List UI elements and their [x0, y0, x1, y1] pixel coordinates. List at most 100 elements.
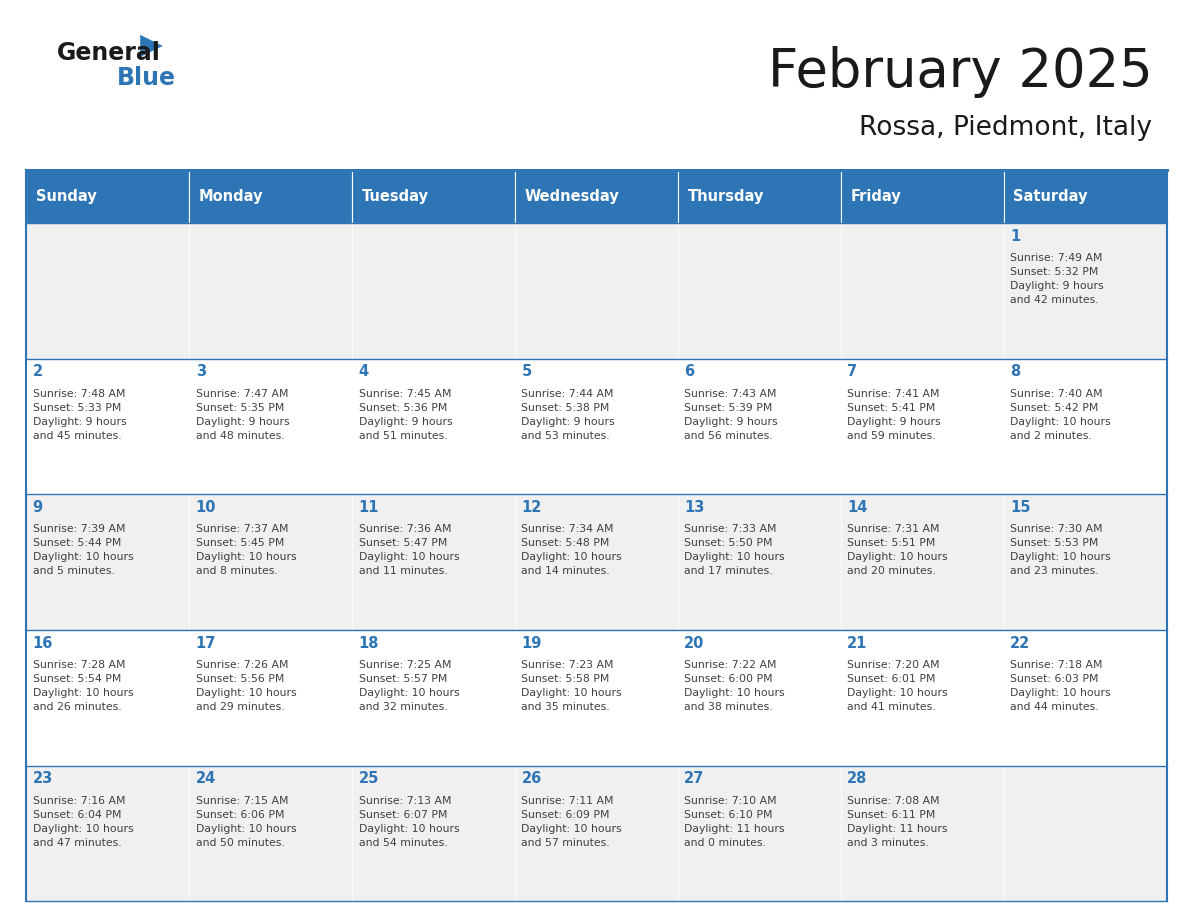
Text: 28: 28 [847, 771, 867, 786]
Text: Sunrise: 7:16 AM
Sunset: 6:04 PM
Daylight: 10 hours
and 47 minutes.: Sunrise: 7:16 AM Sunset: 6:04 PM Dayligh… [32, 796, 133, 847]
Text: Sunrise: 7:37 AM
Sunset: 5:45 PM
Daylight: 10 hours
and 8 minutes.: Sunrise: 7:37 AM Sunset: 5:45 PM Dayligh… [196, 524, 296, 577]
Text: Sunrise: 7:36 AM
Sunset: 5:47 PM
Daylight: 10 hours
and 11 minutes.: Sunrise: 7:36 AM Sunset: 5:47 PM Dayligh… [359, 524, 459, 577]
Text: Sunrise: 7:48 AM
Sunset: 5:33 PM
Daylight: 9 hours
and 45 minutes.: Sunrise: 7:48 AM Sunset: 5:33 PM Dayligh… [32, 388, 126, 441]
Bar [26, 223, 189, 359]
Bar [514, 223, 678, 359]
Text: Sunrise: 7:39 AM
Sunset: 5:44 PM
Daylight: 10 hours
and 5 minutes.: Sunrise: 7:39 AM Sunset: 5:44 PM Dayligh… [32, 524, 133, 577]
Bar [189, 359, 352, 495]
Text: 8: 8 [1010, 364, 1020, 379]
Text: Sunrise: 7:26 AM
Sunset: 5:56 PM
Daylight: 10 hours
and 29 minutes.: Sunrise: 7:26 AM Sunset: 5:56 PM Dayligh… [196, 660, 296, 712]
Bar [678, 223, 841, 359]
Text: Sunrise: 7:22 AM
Sunset: 6:00 PM
Daylight: 10 hours
and 38 minutes.: Sunrise: 7:22 AM Sunset: 6:00 PM Dayligh… [684, 660, 785, 712]
Bar [678, 170, 841, 223]
Bar [841, 495, 1004, 630]
Text: 7: 7 [847, 364, 858, 379]
Text: 18: 18 [359, 635, 379, 651]
Bar [841, 766, 1004, 901]
Bar [189, 495, 352, 630]
Text: 12: 12 [522, 500, 542, 515]
Bar [352, 766, 514, 901]
Text: Sunrise: 7:34 AM
Sunset: 5:48 PM
Daylight: 10 hours
and 14 minutes.: Sunrise: 7:34 AM Sunset: 5:48 PM Dayligh… [522, 524, 623, 577]
Text: Sunrise: 7:47 AM
Sunset: 5:35 PM
Daylight: 9 hours
and 48 minutes.: Sunrise: 7:47 AM Sunset: 5:35 PM Dayligh… [196, 388, 289, 441]
Bar [352, 170, 514, 223]
Bar [514, 495, 678, 630]
Text: Sunrise: 7:25 AM
Sunset: 5:57 PM
Daylight: 10 hours
and 32 minutes.: Sunrise: 7:25 AM Sunset: 5:57 PM Dayligh… [359, 660, 459, 712]
Bar [678, 630, 841, 766]
Text: 9: 9 [32, 500, 43, 515]
Text: 27: 27 [684, 771, 704, 786]
Text: Sunrise: 7:10 AM
Sunset: 6:10 PM
Daylight: 11 hours
and 0 minutes.: Sunrise: 7:10 AM Sunset: 6:10 PM Dayligh… [684, 796, 785, 847]
Text: Sunrise: 7:18 AM
Sunset: 6:03 PM
Daylight: 10 hours
and 44 minutes.: Sunrise: 7:18 AM Sunset: 6:03 PM Dayligh… [1010, 660, 1111, 712]
Bar [841, 630, 1004, 766]
Text: Sunrise: 7:20 AM
Sunset: 6:01 PM
Daylight: 10 hours
and 41 minutes.: Sunrise: 7:20 AM Sunset: 6:01 PM Dayligh… [847, 660, 948, 712]
Bar [841, 223, 1004, 359]
Bar [189, 630, 352, 766]
Text: Blue: Blue [116, 66, 176, 90]
Text: Thursday: Thursday [688, 189, 764, 204]
Text: 5: 5 [522, 364, 532, 379]
Bar [189, 223, 352, 359]
Text: 19: 19 [522, 635, 542, 651]
Bar [189, 766, 352, 901]
Text: 22: 22 [1010, 635, 1030, 651]
Text: 3: 3 [196, 364, 206, 379]
Text: 2: 2 [32, 364, 43, 379]
Text: 20: 20 [684, 635, 704, 651]
Text: Monday: Monday [198, 189, 264, 204]
Text: Sunrise: 7:28 AM
Sunset: 5:54 PM
Daylight: 10 hours
and 26 minutes.: Sunrise: 7:28 AM Sunset: 5:54 PM Dayligh… [32, 660, 133, 712]
Text: Wednesday: Wednesday [525, 189, 619, 204]
Text: 23: 23 [32, 771, 53, 786]
Text: Sunrise: 7:43 AM
Sunset: 5:39 PM
Daylight: 9 hours
and 56 minutes.: Sunrise: 7:43 AM Sunset: 5:39 PM Dayligh… [684, 388, 778, 441]
Text: 25: 25 [359, 771, 379, 786]
Text: 10: 10 [196, 500, 216, 515]
Text: 13: 13 [684, 500, 704, 515]
Bar [514, 630, 678, 766]
Text: Sunrise: 7:45 AM
Sunset: 5:36 PM
Daylight: 9 hours
and 51 minutes.: Sunrise: 7:45 AM Sunset: 5:36 PM Dayligh… [359, 388, 453, 441]
Text: 16: 16 [32, 635, 53, 651]
Text: Sunrise: 7:44 AM
Sunset: 5:38 PM
Daylight: 9 hours
and 53 minutes.: Sunrise: 7:44 AM Sunset: 5:38 PM Dayligh… [522, 388, 615, 441]
Bar [352, 630, 514, 766]
Bar [1004, 766, 1167, 901]
Polygon shape [140, 35, 163, 57]
Text: Sunrise: 7:15 AM
Sunset: 6:06 PM
Daylight: 10 hours
and 50 minutes.: Sunrise: 7:15 AM Sunset: 6:06 PM Dayligh… [196, 796, 296, 847]
Text: 15: 15 [1010, 500, 1031, 515]
Text: Sunrise: 7:49 AM
Sunset: 5:32 PM
Daylight: 9 hours
and 42 minutes.: Sunrise: 7:49 AM Sunset: 5:32 PM Dayligh… [1010, 253, 1104, 305]
Bar [1004, 170, 1167, 223]
Bar [678, 359, 841, 495]
Text: 4: 4 [359, 364, 368, 379]
Text: 6: 6 [684, 364, 695, 379]
Bar [352, 223, 514, 359]
Text: Friday: Friday [851, 189, 902, 204]
Bar [26, 766, 189, 901]
Text: Rossa, Piedmont, Italy: Rossa, Piedmont, Italy [859, 115, 1152, 140]
Bar [1004, 359, 1167, 495]
Bar [514, 170, 678, 223]
Text: Sunrise: 7:40 AM
Sunset: 5:42 PM
Daylight: 10 hours
and 2 minutes.: Sunrise: 7:40 AM Sunset: 5:42 PM Dayligh… [1010, 388, 1111, 441]
Bar [189, 170, 352, 223]
Bar [514, 766, 678, 901]
Text: General: General [57, 41, 160, 65]
Text: Sunrise: 7:31 AM
Sunset: 5:51 PM
Daylight: 10 hours
and 20 minutes.: Sunrise: 7:31 AM Sunset: 5:51 PM Dayligh… [847, 524, 948, 577]
Text: 14: 14 [847, 500, 867, 515]
Text: Sunrise: 7:13 AM
Sunset: 6:07 PM
Daylight: 10 hours
and 54 minutes.: Sunrise: 7:13 AM Sunset: 6:07 PM Dayligh… [359, 796, 459, 847]
Text: 1: 1 [1010, 229, 1020, 243]
Text: 11: 11 [359, 500, 379, 515]
Bar [26, 170, 189, 223]
Bar [1004, 630, 1167, 766]
Text: 24: 24 [196, 771, 216, 786]
Bar [514, 359, 678, 495]
Bar [352, 359, 514, 495]
Bar [26, 495, 189, 630]
Text: Sunrise: 7:30 AM
Sunset: 5:53 PM
Daylight: 10 hours
and 23 minutes.: Sunrise: 7:30 AM Sunset: 5:53 PM Dayligh… [1010, 524, 1111, 577]
Text: 26: 26 [522, 771, 542, 786]
Bar [841, 170, 1004, 223]
Bar [678, 766, 841, 901]
Bar [26, 359, 189, 495]
Text: Saturday: Saturday [1013, 189, 1088, 204]
Bar [352, 495, 514, 630]
Text: February 2025: February 2025 [767, 46, 1152, 98]
Text: 21: 21 [847, 635, 867, 651]
Bar [678, 495, 841, 630]
Text: Sunrise: 7:08 AM
Sunset: 6:11 PM
Daylight: 11 hours
and 3 minutes.: Sunrise: 7:08 AM Sunset: 6:11 PM Dayligh… [847, 796, 948, 847]
Text: Sunrise: 7:11 AM
Sunset: 6:09 PM
Daylight: 10 hours
and 57 minutes.: Sunrise: 7:11 AM Sunset: 6:09 PM Dayligh… [522, 796, 623, 847]
